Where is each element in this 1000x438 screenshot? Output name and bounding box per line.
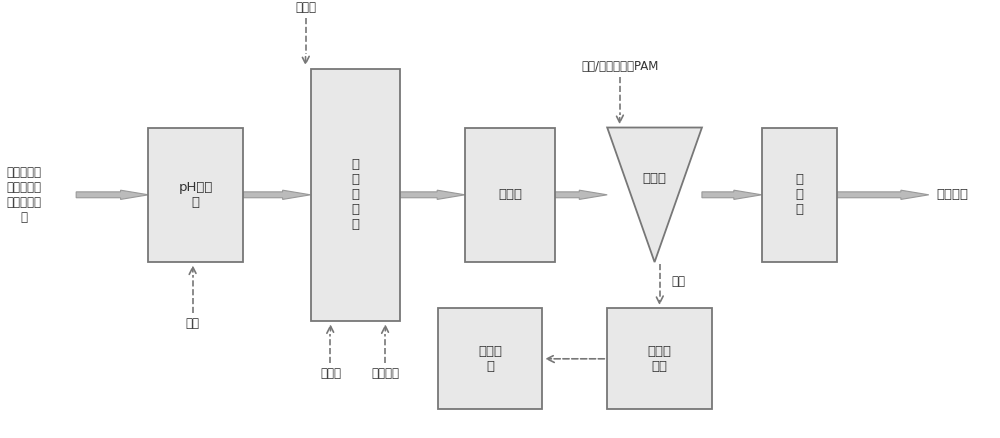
Text: 过
滤
器: 过 滤 器 <box>795 173 803 216</box>
Text: 污泥浓
缩池: 污泥浓 缩池 <box>648 345 672 373</box>
Bar <box>148 127 243 262</box>
FancyArrow shape <box>555 190 607 199</box>
Text: 超低排放: 超低排放 <box>937 188 969 201</box>
FancyArrow shape <box>243 190 311 199</box>
Text: pH调整
池: pH调整 池 <box>179 181 213 209</box>
Bar <box>762 127 837 262</box>
Bar <box>438 308 542 409</box>
Text: 经过厘氧和
好氧处理后
的二沉池出
水: 经过厘氧和 好氧处理后 的二沉池出 水 <box>6 166 41 224</box>
FancyArrow shape <box>400 190 465 199</box>
FancyArrow shape <box>76 190 148 199</box>
Text: 硫酸: 硫酸 <box>186 317 200 330</box>
Text: 沉淤池: 沉淤池 <box>643 172 667 185</box>
Text: 污泥: 污泥 <box>672 275 686 287</box>
Text: 脱气池: 脱气池 <box>498 188 522 201</box>
Polygon shape <box>607 127 702 262</box>
Text: 硫酸亚铁: 硫酸亚铁 <box>371 367 399 380</box>
Bar <box>311 69 400 321</box>
FancyArrow shape <box>837 190 929 199</box>
Text: 液碱/氢氧化馒、PAM: 液碱/氢氧化馒、PAM <box>581 60 658 73</box>
Bar <box>465 127 555 262</box>
Text: 提升泵: 提升泵 <box>295 1 316 14</box>
Text: 双氧水: 双氧水 <box>320 367 341 380</box>
Text: 芬
顿
流
化
床: 芬 顿 流 化 床 <box>351 158 359 231</box>
FancyArrow shape <box>702 190 762 199</box>
Text: 板框压
滤: 板框压 滤 <box>478 345 502 373</box>
Bar <box>607 308 712 409</box>
